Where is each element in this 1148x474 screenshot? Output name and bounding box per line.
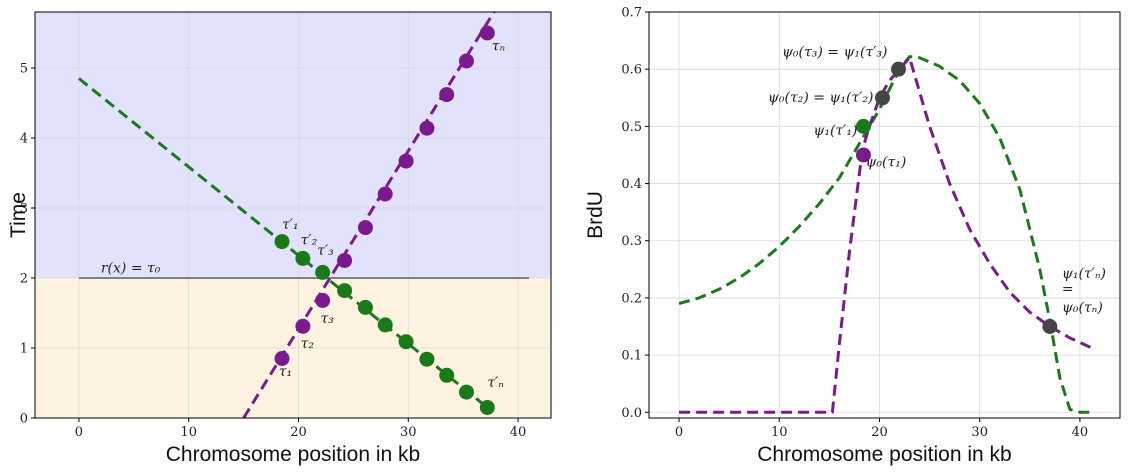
x-tick-label: 30: [971, 425, 988, 440]
data-point: [855, 118, 871, 134]
series-1-point: [479, 400, 495, 415]
time-chart-panel: τ₁ τ₂ τ₃ τₙ τ′₁τ′₂τ′₃ τ′ₙ r(x) = τ₀ 0 10 20 30 40 0 1…: [7, 11, 552, 466]
brdu-chart-panel: ψ₀(τ₁) ψ₁(τ′₁) ψ₀(τ₂) = ψ₁(τ′₂) ψ₀(τ₃) = ψ₁…: [584, 6, 1121, 466]
annotation-label: ψ₁(τ′₁): [813, 123, 857, 139]
series-0-point: [419, 120, 435, 136]
annotation-label: τ′₁: [282, 217, 299, 233]
series-0-point: [315, 292, 331, 308]
annotation-label: =: [1062, 281, 1074, 297]
y-tick-label: 2: [20, 272, 28, 287]
y-tick-label: 0.1: [621, 349, 642, 364]
x-tick-label: 10: [771, 425, 788, 440]
y-tick-label: 0.5: [621, 120, 642, 135]
series-0-point: [337, 253, 353, 268]
series-1-point: [419, 351, 435, 367]
x-tick-label: 40: [1072, 425, 1089, 440]
series-1-point: [295, 250, 311, 266]
series-1-point: [398, 334, 414, 350]
annotation-label: τ′ₙ: [487, 375, 504, 391]
annotation-label: r(x) = τ₀: [101, 260, 161, 276]
plot-area: [678, 55, 1096, 414]
series-0-point: [295, 318, 311, 334]
annotation-label: ψ₁(τ′ₙ): [1062, 266, 1106, 282]
x-axis-title: Chromosome position in kb: [166, 443, 420, 466]
series-1-point: [337, 283, 353, 299]
series-1-point: [274, 234, 290, 250]
y-tick-label: 0: [20, 412, 28, 427]
x-tick-label: 20: [871, 425, 888, 440]
y-tick-label: 0.4: [621, 177, 642, 192]
plot-frame: [648, 11, 1121, 419]
annotation-label: ψ₀(τ₁): [865, 154, 906, 170]
y-tick-label: 0.3: [621, 234, 642, 249]
series-0-point: [439, 87, 455, 103]
series-0-point: [458, 53, 474, 69]
y-axis-title: Time: [7, 192, 30, 238]
series-1-curve: [679, 56, 1096, 414]
y-tick-label: 4: [20, 132, 28, 147]
y-tick-label: 3: [20, 202, 28, 217]
data-point: [891, 61, 907, 77]
series-1-point: [439, 367, 455, 383]
data-point: [1042, 319, 1058, 335]
annotation-label: ψ₀(τ₃) = ψ₁(τ′₃): [782, 45, 888, 61]
y-tick-label: 5: [20, 62, 28, 77]
series-1-point: [315, 264, 331, 280]
background-band: [35, 12, 551, 278]
annotation-label: ψ₀(τₙ): [1062, 300, 1103, 316]
x-tick-label: 0: [75, 425, 83, 440]
y-tick-label: 0.0: [621, 406, 642, 421]
data-point: [855, 147, 871, 163]
annotation-label: τₙ: [492, 39, 506, 55]
series-0-line: [242, 12, 496, 418]
series-0-point: [274, 351, 290, 366]
series-0-point: [398, 153, 414, 169]
y-axis-title: BrdU: [584, 191, 607, 239]
series-1-point: [458, 384, 474, 400]
x-tick-label: 30: [400, 425, 417, 440]
series-1-point: [377, 317, 393, 333]
plot-area: [77, 12, 530, 418]
x-axis-title: Chromosome position in kb: [757, 443, 1011, 466]
annotation-label: τ′₂: [301, 232, 318, 248]
y-tick-label: 0.6: [621, 63, 642, 78]
series-0-point: [479, 25, 495, 41]
x-tick-label: 40: [510, 425, 527, 440]
x-tick-label: 20: [290, 425, 307, 440]
data-point: [874, 90, 890, 106]
y-tick-label: 0.2: [621, 291, 642, 306]
plot-frame: [34, 11, 552, 419]
x-tick-label: 10: [180, 425, 197, 440]
series-1-point: [357, 299, 373, 315]
y-tick-label: 0.7: [621, 6, 642, 21]
annotation-label: τ₁: [279, 364, 292, 380]
y-tick-label: 1: [20, 342, 28, 357]
series-0-point: [377, 186, 393, 202]
annotation-label: τ′₃: [317, 243, 334, 259]
annotation-label: τ₂: [301, 336, 315, 352]
annotation-label: τ₃: [320, 311, 334, 327]
x-tick-label: 0: [675, 425, 683, 440]
series-0-curve: [678, 55, 1090, 414]
annotation-label: ψ₀(τ₂) = ψ₁(τ′₂): [768, 90, 874, 106]
series-0-point: [357, 220, 373, 236]
